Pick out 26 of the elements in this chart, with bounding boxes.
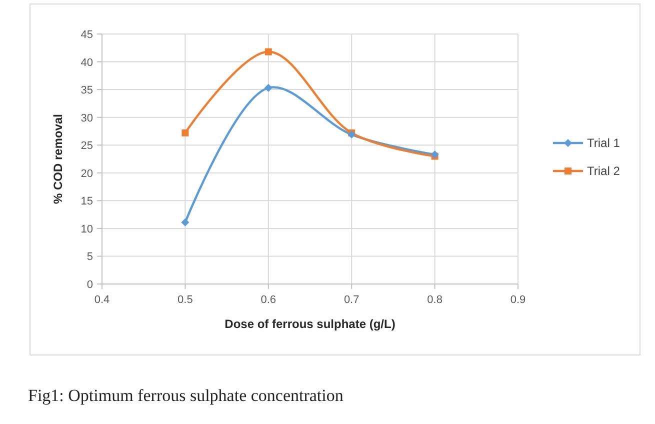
y-tick-label: 0 [86,279,93,291]
x-tick-label: 0.7 [344,294,360,306]
caption: Fig1: Optimum ferrous sulphate concentration [28,386,344,405]
y-tick-label: 40 [80,56,93,69]
y-tick-label: 25 [80,140,93,152]
y-tick-label: 15 [80,196,93,208]
x-tick-label: 0.9 [510,294,526,306]
y-tick-label: 35 [80,84,93,97]
point [348,130,356,139]
x-tick-label: 0.4 [94,294,110,306]
x-tick-label: 0.8 [427,294,442,306]
legend-label: Trial 2 [587,164,620,178]
point [264,84,272,92]
y-axis-title: % COD removal [51,114,65,204]
point [182,129,189,136]
y-tick-label: 5 [86,251,93,264]
y-tick-label: 45 [80,29,93,41]
x-axis-title: Dose of ferrous sulphate (g/L) [224,317,396,331]
y-tick-label: 30 [80,112,93,124]
point [264,48,272,56]
y-tick-label: 20 [80,168,93,180]
point [181,218,190,226]
x-tick-label: 0.6 [260,294,276,306]
x-tick-label: 0.5 [178,294,193,306]
legend-label: Trial 1 [587,136,620,150]
y-tick-label: 10 [80,223,93,236]
